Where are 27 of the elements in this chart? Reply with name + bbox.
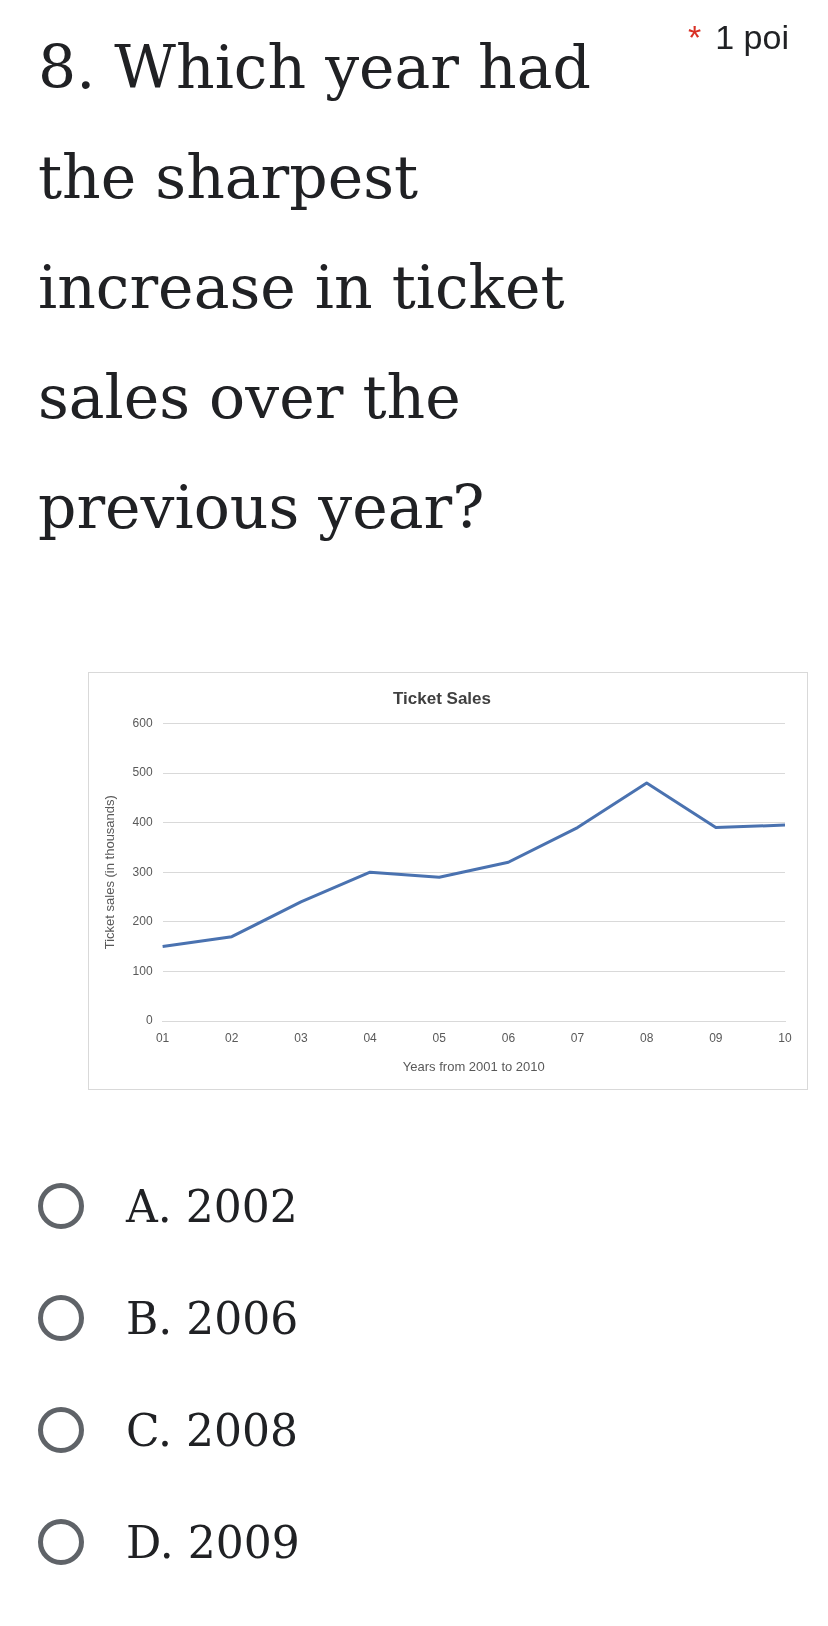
y-tick-label: 500 [132, 765, 153, 780]
text: * [688, 18, 702, 56]
x-tick-label: 02 [225, 1030, 239, 1045]
x-tick-label: 05 [432, 1030, 447, 1045]
x-tick-label: 03 [294, 1030, 308, 1045]
y-tick-label: 100 [132, 963, 153, 978]
text: 1 poi [715, 18, 789, 56]
text: C. 2008 [126, 1404, 299, 1456]
y-axis-title: Ticket sales (in thousands) [102, 795, 118, 950]
chart-title: Ticket Sales [393, 688, 491, 708]
x-tick-label: 10 [778, 1030, 792, 1045]
y-tick-label: 600 [132, 715, 153, 730]
x-tick-label: 04 [363, 1030, 378, 1045]
y-tick-label: 400 [132, 814, 153, 829]
text: 8. Which year had the sharpest increase in ticket sales over the previous year? [38, 31, 592, 544]
x-tick-label: 01 [155, 1030, 170, 1045]
x-tick-label: 09 [709, 1030, 723, 1045]
x-tick-label: 08 [640, 1030, 654, 1045]
text: D. 2009 [126, 1516, 300, 1568]
text: A. 2002 [126, 1180, 298, 1232]
text: B. 2006 [126, 1292, 299, 1344]
y-tick-label: 200 [132, 914, 153, 929]
x-axis-title: Years from 2001 to 2010 [402, 1058, 545, 1074]
y-tick-label: 0 [145, 1013, 153, 1028]
x-tick-label: 06 [501, 1030, 516, 1045]
x-tick-label: 07 [570, 1030, 585, 1045]
y-tick-label: 300 [132, 864, 153, 879]
